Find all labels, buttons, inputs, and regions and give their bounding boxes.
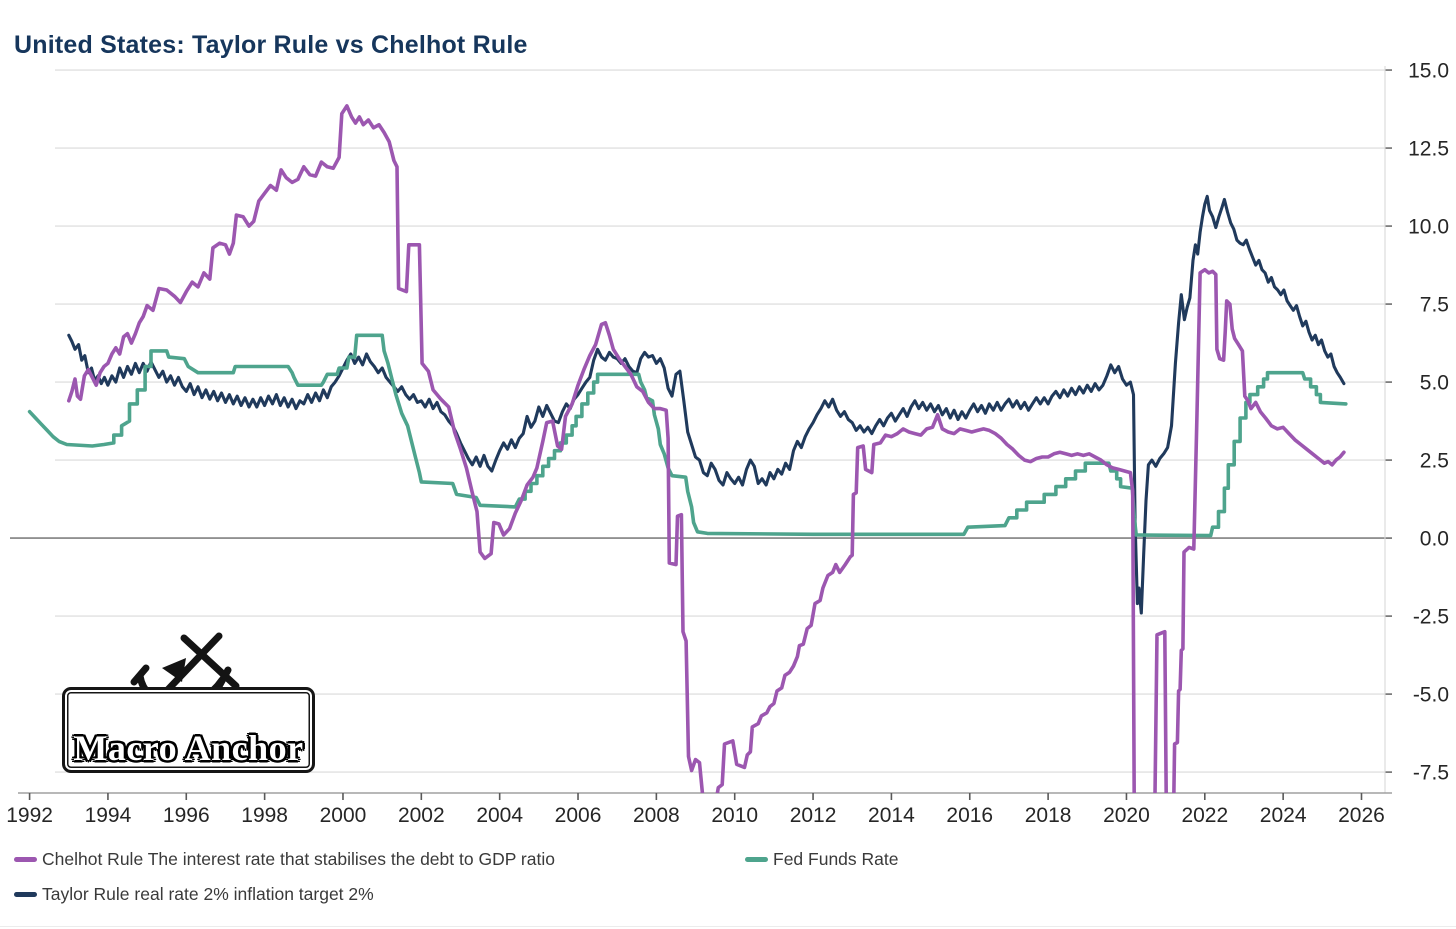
y-tick-label-0.0: 0.0 <box>1420 528 1449 551</box>
taylor-line-swatch-icon <box>14 892 37 897</box>
x-tick-label-2004: 2004 <box>476 804 523 827</box>
bottom-divider <box>0 926 1456 927</box>
x-tick-label-2002: 2002 <box>398 804 445 827</box>
legend-item-taylor-rule: Taylor Rule real rate 2% inflation targe… <box>14 884 374 905</box>
x-tick-label-2022: 2022 <box>1181 804 1228 827</box>
y-tick-label-10.0: 10.0 <box>1408 216 1449 239</box>
legend-label-chelhot: Chelhot Rule The interest rate that stab… <box>42 849 555 869</box>
series-taylor-line <box>67 194 1346 615</box>
series-fed-funds-line <box>27 333 1348 538</box>
legend-label-taylor: Taylor Rule real rate 2% inflation targe… <box>42 884 374 904</box>
y-tick-label-12.5: 12.5 <box>1408 138 1449 161</box>
y-tick-label-7.5: 7.5 <box>1420 294 1449 317</box>
y-tick-label-2.5: 2.5 <box>1420 450 1449 473</box>
macro-anchor-logo: Macro Anchor <box>62 626 318 774</box>
series-chelhot-line <box>67 104 1346 793</box>
x-tick-label-2010: 2010 <box>711 804 758 827</box>
y-tick-label-15.0: 15.0 <box>1408 60 1449 83</box>
x-tick-label-1994: 1994 <box>85 804 132 827</box>
fed-funds-line-swatch-icon <box>745 857 768 862</box>
x-tick-label-1992: 1992 <box>6 804 53 827</box>
x-tick-label-1998: 1998 <box>241 804 288 827</box>
x-tick-label-2020: 2020 <box>1103 804 1150 827</box>
chelhot-line-swatch-icon <box>14 857 37 862</box>
x-tick-label-2012: 2012 <box>790 804 837 827</box>
x-tick-label-2018: 2018 <box>1025 804 1072 827</box>
logo-frame: Macro Anchor <box>62 687 315 773</box>
x-tick-label-2008: 2008 <box>633 804 680 827</box>
y-tick-label--2.5: -2.5 <box>1413 606 1449 629</box>
x-tick-label-2016: 2016 <box>946 804 993 827</box>
x-tick-label-2014: 2014 <box>868 804 915 827</box>
chart-title: United States: Taylor Rule vs Chelhot Ru… <box>14 30 528 59</box>
legend-item-fed-funds: Fed Funds Rate <box>745 849 898 870</box>
y-tick-label--5.0: -5.0 <box>1413 684 1449 707</box>
legend-label-fed-funds: Fed Funds Rate <box>773 849 899 869</box>
y-tick-label--7.5: -7.5 <box>1413 762 1449 785</box>
x-tick-label-2006: 2006 <box>555 804 602 827</box>
logo-text: Macro Anchor <box>73 728 304 768</box>
x-tick-label-1996: 1996 <box>163 804 210 827</box>
legend-item-chelhot-rule: Chelhot Rule The interest rate that stab… <box>14 849 555 870</box>
y-tick-label-5.0: 5.0 <box>1420 372 1449 395</box>
x-tick-label-2026: 2026 <box>1338 804 1385 827</box>
x-tick-label-2000: 2000 <box>320 804 367 827</box>
x-tick-label-2024: 2024 <box>1260 804 1307 827</box>
